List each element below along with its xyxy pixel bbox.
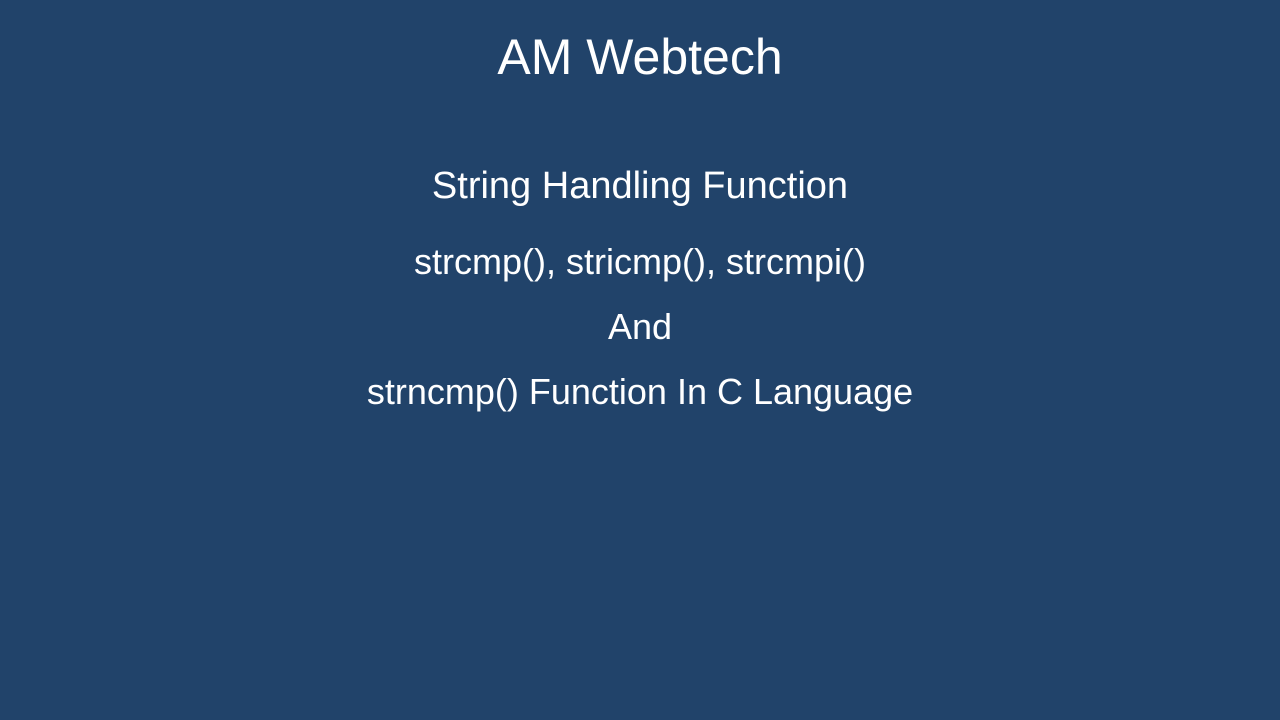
slide-line-3: And	[608, 305, 672, 348]
slide-line-2: strcmp(), stricmp(), strcmpi()	[414, 240, 866, 283]
slide-line-4: strncmp() Function In C Language	[367, 370, 913, 413]
slide-content: String Handling Function strcmp(), stric…	[367, 164, 913, 435]
slide-title: AM Webtech	[497, 28, 782, 86]
slide-line-1: String Handling Function	[432, 164, 848, 210]
slide-container: AM Webtech String Handling Function strc…	[0, 0, 1280, 720]
